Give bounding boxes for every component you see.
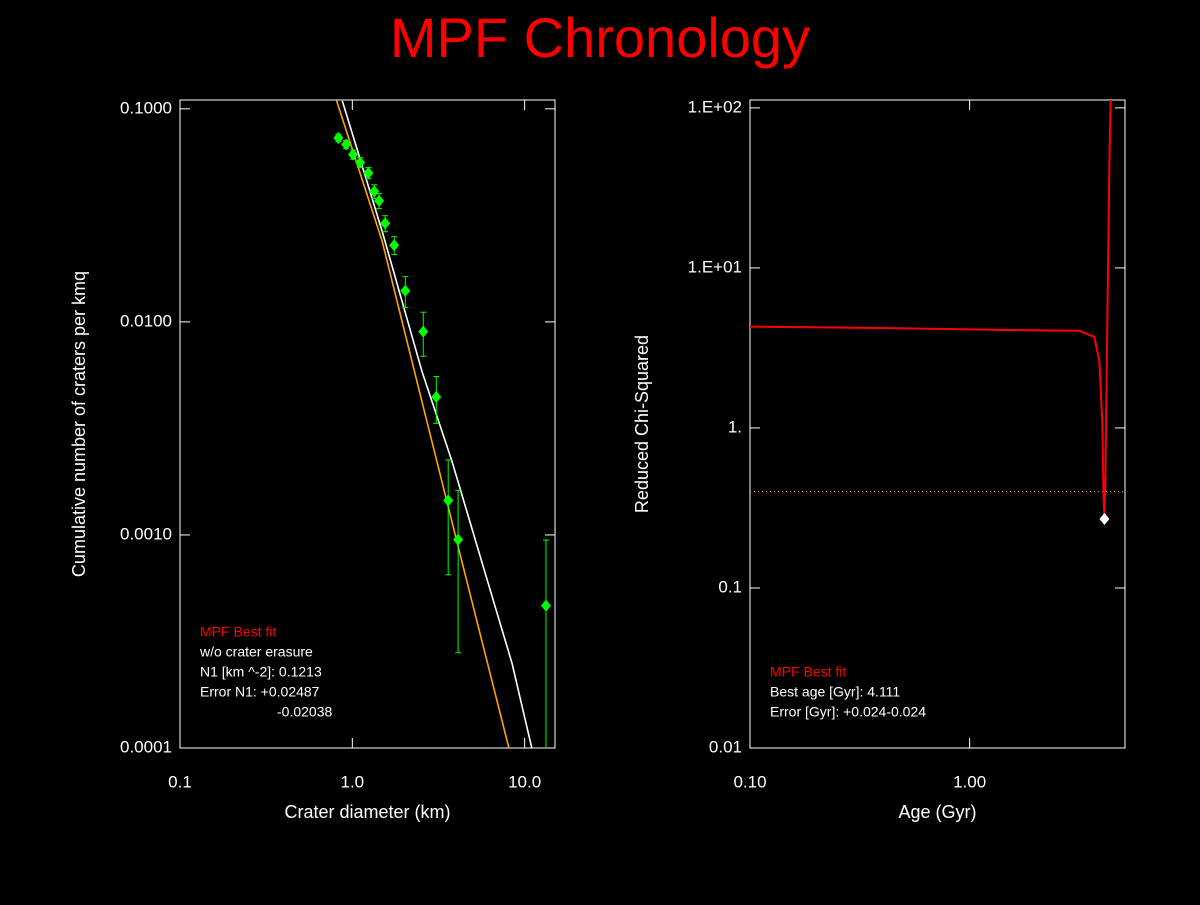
y-tick-label: 0.0001 [120,737,172,756]
fit-line [341,100,533,748]
data-point [431,391,442,404]
y-axis-title: Reduced Chi-Squared [632,335,652,513]
annotation: MPF Best fit [770,664,846,680]
y-tick-label: 1.E+02 [688,97,742,116]
y-tick-label: 1. [728,417,742,436]
x-tick-label: 0.1 [168,772,192,791]
data-point [333,131,344,144]
x-tick-label: 10.0 [508,772,541,791]
annotation: w/o crater erasure [199,644,313,660]
data-point [453,533,464,546]
y-tick-label: 0.1000 [120,98,172,117]
data-point [540,599,551,612]
data-point [348,148,359,161]
annotation: N1 [km ^-2]: 0.1213 [200,664,322,680]
x-axis-title: Age (Gyr) [898,802,976,822]
plot-frame [749,99,1126,749]
data-point [389,239,400,252]
annotation: Error [Gyr]: +0.024-0.024 [770,704,926,720]
annotation: Best age [Gyr]: 4.111 [770,684,900,700]
y-tick-label: 0.0100 [120,311,172,330]
y-tick-label: 0.0010 [120,524,172,543]
plot-area [333,100,551,748]
y-tick-label: 0.01 [709,737,742,756]
y-tick-label: 0.1 [718,577,742,596]
data-point [369,185,380,198]
plot-area [750,100,1125,519]
x-tick-label: 0.10 [733,772,766,791]
data-point [355,156,366,169]
data-point [400,284,411,297]
best-fit-marker [1099,512,1110,525]
y-axis-title: Cumulative number of craters per kmq [69,271,89,577]
annotation: MPF Best fit [200,624,276,640]
data-point [418,325,429,338]
x-tick-label: 1.0 [341,772,365,791]
data-point [380,217,391,230]
chart-title: MPF Chronology [390,6,810,69]
x-tick-label: 1.00 [953,772,986,791]
data-point [363,166,374,179]
x-axis-title: Crater diameter (km) [284,802,450,822]
plot-frame [179,99,556,749]
data-point [374,194,385,207]
chi-curve [750,100,1112,519]
fit-line [335,100,510,748]
annotation: -0.02038 [277,704,332,720]
y-tick-label: 1.E+01 [688,257,742,276]
annotation: Error N1: +0.02487 [200,684,320,700]
data-point [443,494,454,507]
data-point [341,138,352,151]
